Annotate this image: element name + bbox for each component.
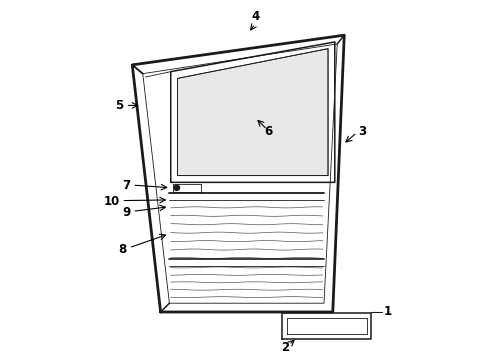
Text: 1: 1: [383, 306, 392, 319]
Text: 6: 6: [265, 125, 273, 138]
Polygon shape: [177, 49, 328, 176]
Text: 10: 10: [104, 195, 120, 208]
Text: 7: 7: [122, 179, 130, 192]
Text: 2: 2: [281, 341, 290, 354]
Text: 5: 5: [115, 99, 123, 112]
Text: 3: 3: [358, 125, 366, 138]
Circle shape: [174, 185, 179, 190]
Text: 9: 9: [122, 206, 130, 219]
Text: 8: 8: [119, 243, 127, 256]
Text: 4: 4: [251, 10, 259, 23]
